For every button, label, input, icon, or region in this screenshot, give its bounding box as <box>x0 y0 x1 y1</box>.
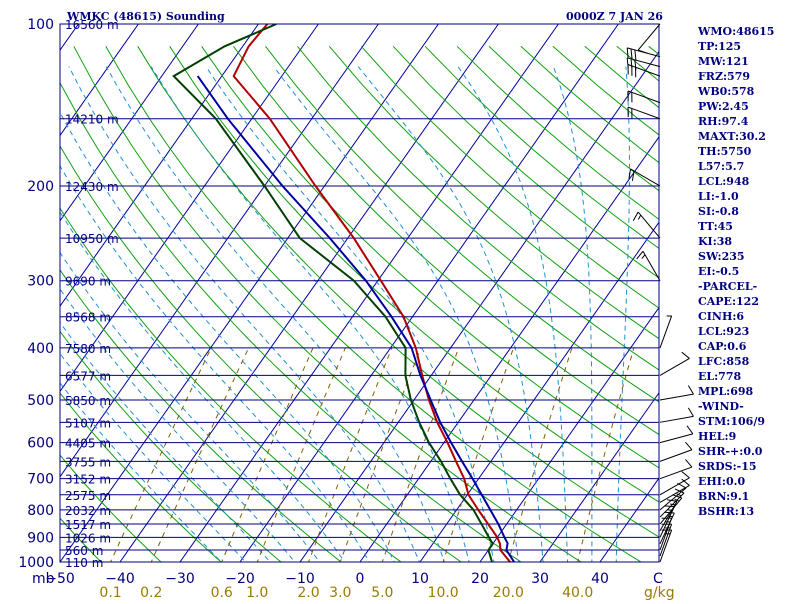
temperature-tick-label: 20 <box>471 571 489 587</box>
index-value: STM:106/9 <box>698 415 765 428</box>
y-axis-label: mb <box>32 571 55 587</box>
index-value: TP:125 <box>698 40 741 53</box>
index-value: LI:-1.0 <box>698 190 739 203</box>
temperature-tick-label: 0 <box>356 571 365 587</box>
index-value: EHI:0.0 <box>698 475 745 488</box>
index-value: EI:-0.5 <box>698 265 739 278</box>
height-label: 3755 m <box>65 455 111 469</box>
index-value: LCL:948 <box>698 175 750 188</box>
index-value: MAXT:30.2 <box>698 130 766 143</box>
height-label: 7580 m <box>65 342 111 356</box>
index-value: TH:5750 <box>698 145 752 158</box>
index-value: BRN:9.1 <box>698 490 749 503</box>
index-value: -PARCEL- <box>698 280 757 293</box>
mixing-ratio-tick-label: 3.0 <box>329 585 351 600</box>
pressure-tick-label: 900 <box>27 530 54 546</box>
index-value: -WIND- <box>698 400 744 413</box>
height-label: 110 m <box>65 556 103 570</box>
index-value: SI:-0.8 <box>698 205 739 218</box>
index-value: CAPE:122 <box>698 295 759 308</box>
index-value: RH:97.4 <box>698 115 749 128</box>
height-label: 1517 m <box>65 518 111 532</box>
index-value: SHR-+:0.0 <box>698 445 763 458</box>
index-value: FRZ:579 <box>698 70 750 83</box>
height-label: 4405 m <box>65 437 111 451</box>
temperature-tick-label: 30 <box>531 571 549 587</box>
index-value: WMO:48615 <box>697 25 774 38</box>
mixing-ratio-tick-label: 0.1 <box>99 585 121 600</box>
index-value: PW:2.45 <box>698 100 749 113</box>
mixing-ratio-tick-label: 40.0 <box>562 585 593 600</box>
pressure-tick-label: 500 <box>27 393 54 409</box>
index-value: LCL:923 <box>698 325 749 338</box>
valid-time: 0000Z 7 JAN 26 <box>566 10 663 23</box>
index-value: BSHR:13 <box>698 505 754 518</box>
index-value: SRDS:-15 <box>698 460 757 473</box>
temperature-tick-label: −30 <box>165 571 195 587</box>
index-value: KI:38 <box>698 235 732 248</box>
index-value: WB0:578 <box>697 85 755 98</box>
index-value: LFC:858 <box>698 355 750 368</box>
pressure-tick-label: 1000 <box>18 555 54 571</box>
height-label: 9690 m <box>65 275 111 289</box>
height-label: 10950 m <box>65 232 119 246</box>
mixing-ratio-tick-label: 20.0 <box>493 585 524 600</box>
index-value: SW:235 <box>698 250 745 263</box>
index-value: CAP:0.6 <box>698 340 747 353</box>
index-value: HEL:9 <box>698 430 736 443</box>
mixing-ratio-unit: g/kg <box>644 585 675 600</box>
pressure-tick-label: 200 <box>27 179 54 195</box>
height-label: 5850 m <box>65 394 111 408</box>
mixing-ratio-tick-label: 5.0 <box>371 585 393 600</box>
height-label: 5107 m <box>65 416 111 430</box>
temperature-tick-label: 40 <box>591 571 609 587</box>
height-label: 12430 m <box>65 180 119 194</box>
index-value: MW:121 <box>698 55 749 68</box>
height-label: 2032 m <box>65 504 111 518</box>
index-value: L57:5.7 <box>698 160 744 173</box>
index-value: EL:778 <box>698 370 741 383</box>
height-label: 14210 m <box>65 113 119 127</box>
index-value: TT:45 <box>698 220 733 233</box>
mixing-ratio-tick-label: 0.2 <box>140 585 162 600</box>
pressure-tick-label: 300 <box>27 274 54 290</box>
mixing-ratio-tick-label: 2.0 <box>297 585 319 600</box>
mixing-ratio-tick-label: 0.6 <box>211 585 233 600</box>
height-label: 3152 m <box>65 473 111 487</box>
height-label: 8568 m <box>65 311 111 325</box>
height-label: 2575 m <box>65 489 111 503</box>
temperature-tick-label: 10 <box>411 571 429 587</box>
pressure-tick-label: 800 <box>27 503 54 519</box>
pressure-tick-label: 600 <box>27 436 54 452</box>
index-value: MPL:698 <box>698 385 754 398</box>
height-label: 6577 m <box>65 369 111 383</box>
mixing-ratio-tick-label: 1.0 <box>246 585 268 600</box>
mixing-ratio-tick-label: 10.0 <box>428 585 459 600</box>
pressure-tick-label: 400 <box>27 341 54 357</box>
pressure-tick-label: 100 <box>27 17 54 33</box>
pressure-tick-label: 700 <box>27 472 54 488</box>
chart-title: WMKC (48615) Sounding <box>66 10 225 23</box>
index-value: CINH:6 <box>698 310 744 323</box>
